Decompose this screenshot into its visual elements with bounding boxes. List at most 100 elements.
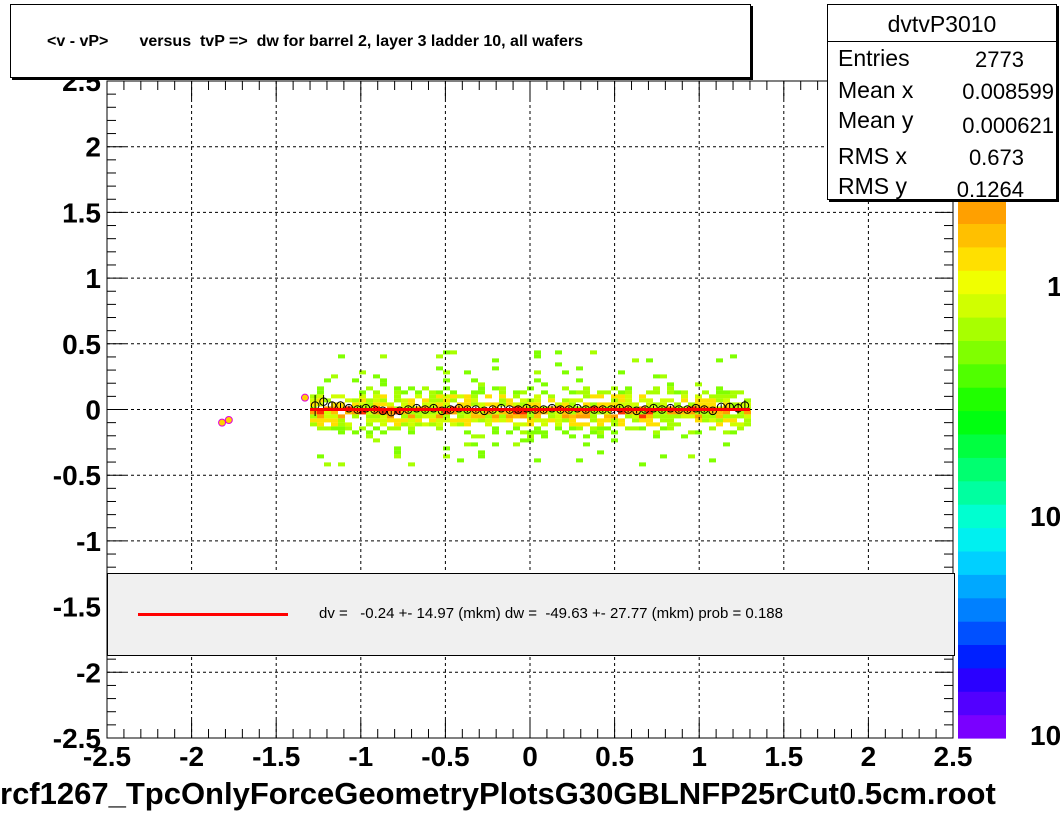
density-cell xyxy=(534,378,541,383)
palette-swatch xyxy=(958,200,1006,224)
density-cell xyxy=(457,394,464,399)
y-tick-label: -2 xyxy=(76,657,101,688)
density-cell xyxy=(723,418,730,423)
density-cell xyxy=(534,354,541,359)
density-cell xyxy=(331,422,338,427)
density-cell xyxy=(457,410,464,415)
density-cell xyxy=(373,414,380,419)
z-tick-label: 10 xyxy=(1030,501,1060,532)
density-cell xyxy=(730,390,737,395)
density-cell xyxy=(513,402,520,407)
density-cell xyxy=(338,394,345,399)
density-cell xyxy=(359,390,366,395)
density-cell xyxy=(653,410,660,415)
density-cell xyxy=(394,446,401,451)
density-cell xyxy=(443,454,450,459)
palette-swatch xyxy=(958,597,1006,622)
density-cell xyxy=(492,402,499,407)
y-tick-label: -2.5 xyxy=(53,723,101,754)
density-cell xyxy=(394,426,401,431)
density-cell xyxy=(373,394,380,399)
density-cell xyxy=(569,434,576,439)
density-cell xyxy=(695,382,702,387)
palette-swatch xyxy=(958,340,1006,365)
density-cell xyxy=(401,410,408,415)
density-cell xyxy=(443,402,450,407)
z-tick-labels: 1 10 10 xyxy=(1030,271,1060,751)
density-cell xyxy=(534,394,541,399)
density-cell xyxy=(604,390,611,395)
density-cell xyxy=(534,426,541,431)
density-cell xyxy=(359,426,366,431)
density-cell xyxy=(478,414,485,419)
density-cell xyxy=(317,414,324,419)
density-cell xyxy=(569,398,576,403)
density-cell xyxy=(436,394,443,399)
density-cell xyxy=(625,386,632,391)
density-cell xyxy=(590,418,597,423)
density-cell xyxy=(674,422,681,427)
density-cell xyxy=(646,422,653,427)
density-cell xyxy=(492,426,499,431)
density-cell xyxy=(492,418,499,423)
density-cell xyxy=(604,402,611,407)
x-tick-label: 1 xyxy=(691,741,707,772)
density-cell xyxy=(618,390,625,395)
density-cell xyxy=(317,418,324,423)
density-cell xyxy=(366,410,373,415)
density-cell xyxy=(394,394,401,399)
density-cell xyxy=(471,410,478,415)
density-cell xyxy=(548,394,555,399)
density-cell xyxy=(492,414,499,419)
density-cell xyxy=(422,422,429,427)
stat-label-rms-y: RMS y xyxy=(838,173,907,199)
density-cell xyxy=(660,410,667,415)
density-cell xyxy=(723,442,730,447)
density-cell xyxy=(415,390,422,395)
palette-swatch xyxy=(958,246,1006,271)
density-cell xyxy=(597,390,604,395)
density-cell xyxy=(590,410,597,415)
density-cell xyxy=(359,402,366,407)
density-cell xyxy=(737,426,744,431)
palette-swatch xyxy=(958,714,1006,739)
density-cell xyxy=(660,418,667,423)
density-cell xyxy=(667,382,674,387)
density-cell xyxy=(723,430,730,435)
density-cell xyxy=(709,398,716,403)
density-cell xyxy=(464,430,471,435)
fit-legend-line xyxy=(138,613,288,616)
density-cell xyxy=(464,394,471,399)
density-cell xyxy=(373,390,380,395)
density-cell xyxy=(583,414,590,419)
density-cell xyxy=(471,418,478,423)
density-cell xyxy=(506,430,513,435)
z-tick-label: 10 xyxy=(1030,720,1060,751)
density-cell xyxy=(485,394,492,399)
density-cell xyxy=(639,414,646,419)
density-cell xyxy=(590,402,597,407)
density-cell xyxy=(632,358,639,363)
density-cell xyxy=(632,426,639,431)
density-cell xyxy=(548,414,555,419)
x-tick-label: 0.5 xyxy=(595,741,634,772)
density-cell xyxy=(366,414,373,419)
density-cell xyxy=(380,422,387,427)
density-cell xyxy=(695,430,702,435)
density-cell xyxy=(723,390,730,395)
density-cell xyxy=(338,414,345,419)
density-cell xyxy=(611,438,618,443)
density-cell xyxy=(506,398,513,403)
x-tick-label: 2.5 xyxy=(934,741,973,772)
density-cell xyxy=(513,394,520,399)
density-cell xyxy=(590,426,597,431)
density-cell xyxy=(443,398,450,403)
density-cell xyxy=(534,430,541,435)
density-cell xyxy=(450,398,457,403)
density-cell xyxy=(499,398,506,403)
density-cell xyxy=(478,454,485,459)
density-cell xyxy=(730,354,737,359)
outlier-point xyxy=(300,393,309,402)
density-cell xyxy=(723,414,730,419)
density-cell xyxy=(681,414,688,419)
